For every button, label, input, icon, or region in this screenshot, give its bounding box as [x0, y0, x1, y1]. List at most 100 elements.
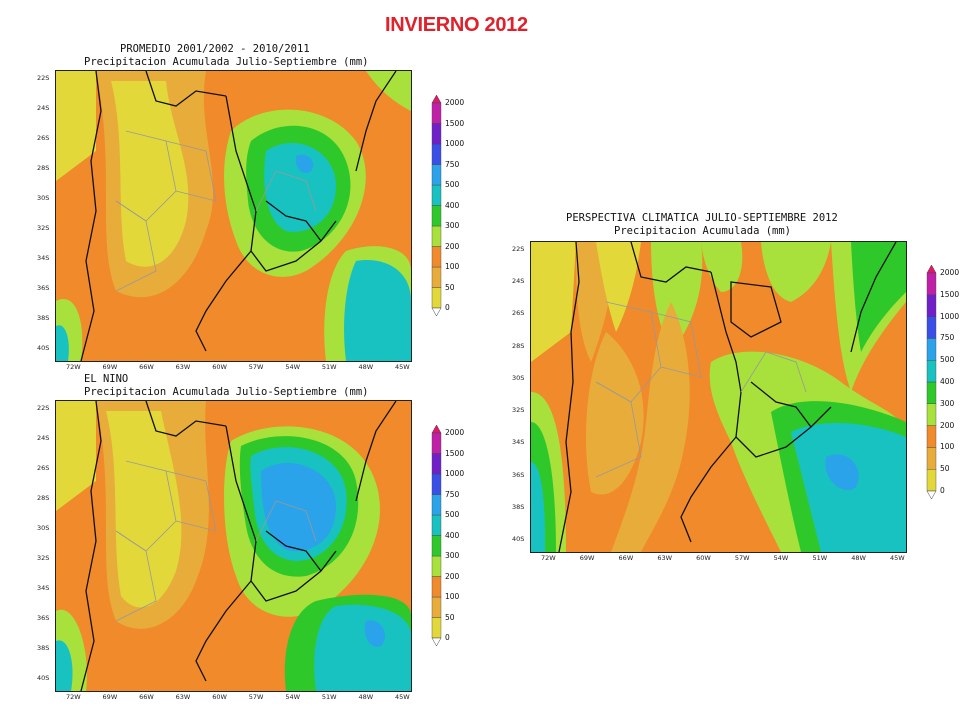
y-tick-perspectiva-28S: 28S: [512, 341, 525, 350]
colorbar-segment: [431, 184, 442, 206]
x-tick-promedio-54W: 54W: [285, 363, 301, 371]
y-tick-promedio-28S: 28S: [37, 164, 50, 172]
y-tick-promedio-40S: 40S: [37, 344, 50, 352]
colorbar-segment: [431, 287, 442, 309]
colorbar-label-200: 200: [445, 241, 460, 251]
x-tick-perspectiva-69W: 69W: [579, 554, 595, 562]
colorbar-label-100: 100: [445, 262, 460, 271]
y-tick-promedio-36S: 36S: [37, 284, 50, 292]
colorbar-arrow-bottom: [926, 490, 937, 500]
y-tick-perspectiva-40S: 40S: [512, 535, 525, 543]
colorbar-arrow-top: [431, 425, 442, 434]
x-tick-perspectiva-72W: 72W: [541, 554, 556, 562]
colorbar-segment: [431, 576, 442, 598]
map-perspectiva-subtitle: Precipitacion Acumulada (mm): [614, 225, 792, 237]
x-tick-el-nino-60W: 60W: [212, 693, 227, 701]
colorbar-label-50: 50: [940, 464, 950, 474]
colorbar-segment: [926, 272, 937, 295]
map-promedio: [55, 70, 412, 362]
x-tick-promedio-69W: 69W: [102, 363, 118, 371]
x-tick-el-nino-48W: 48W: [358, 693, 374, 701]
map-el-nino-subtitle: Precipitacion Acumulada Julio-Septiembre…: [84, 386, 369, 398]
y-tick-perspectiva-34S: 34S: [512, 438, 525, 447]
colorbar-label-1500: 1500: [445, 448, 465, 458]
x-tick-promedio-51W: 51W: [321, 363, 337, 371]
x-tick-perspectiva-45W: 45W: [890, 554, 905, 562]
colorbar-label-500: 500: [445, 180, 460, 189]
colorbar-label-300: 300: [445, 221, 460, 230]
y-tick-promedio-30S: 30S: [37, 194, 50, 202]
colorbar-label-200: 200: [445, 571, 460, 581]
colorbar-label-2000: 2000: [445, 428, 465, 437]
colorbar-segment: [926, 359, 937, 383]
map-el-nino-title: EL NINO: [84, 373, 129, 385]
colorbar-label-200: 200: [940, 420, 955, 430]
colorbar-segment: [431, 266, 442, 288]
x-tick-perspectiva-60W: 60W: [696, 554, 711, 562]
colorbar-segment: [431, 225, 442, 247]
x-tick-promedio-48W: 48W: [358, 363, 374, 371]
colorbar-label-750: 750: [445, 489, 460, 499]
colorbar-segment: [431, 432, 442, 454]
x-tick-promedio-60W: 60W: [212, 363, 227, 371]
x-tick-perspectiva-54W: 54W: [773, 554, 789, 562]
y-tick-perspectiva-26S: 26S: [512, 309, 525, 318]
x-tick-el-nino-66W: 66W: [139, 693, 154, 701]
colorbar-label-400: 400: [445, 200, 460, 210]
colorbar-el-nino: [431, 425, 442, 647]
colorbar-segment: [431, 123, 442, 145]
colorbar-segment: [431, 596, 442, 618]
map-promedio-subtitle: Precipitacion Acumulada Julio-Septiembre…: [84, 56, 369, 68]
colorbar-label-1000: 1000: [445, 139, 465, 148]
colorbar-segment: [431, 514, 442, 536]
x-tick-promedio-57W: 57W: [248, 363, 264, 371]
x-tick-promedio-66W: 66W: [139, 363, 154, 371]
colorbar-segment: [926, 425, 937, 448]
y-tick-el-nino-36S: 36S: [37, 614, 50, 622]
colorbar-segment: [926, 294, 937, 317]
y-tick-promedio-26S: 26S: [37, 134, 50, 142]
x-tick-perspectiva-51W: 51W: [812, 554, 828, 562]
map-perspectiva: [530, 241, 907, 553]
colorbar-arrow-top: [926, 265, 937, 274]
x-tick-el-nino-63W: 63W: [175, 693, 191, 701]
map-perspectiva-title: PERSPECTIVA CLIMATICA JULIO-SEPTIEMBRE 2…: [566, 212, 838, 224]
x-tick-el-nino-69W: 69W: [102, 693, 118, 701]
colorbar-promedio: [431, 95, 442, 317]
x-tick-promedio-63W: 63W: [175, 363, 191, 371]
colorbar-segment: [926, 316, 937, 339]
y-tick-perspectiva-32S: 32S: [512, 406, 525, 415]
y-tick-el-nino-40S: 40S: [37, 674, 50, 682]
colorbar-segment: [431, 617, 442, 639]
colorbar-segment: [431, 143, 442, 165]
x-tick-perspectiva-57W: 57W: [734, 554, 750, 562]
y-tick-el-nino-34S: 34S: [37, 584, 50, 592]
x-tick-perspectiva-66W: 66W: [618, 554, 634, 562]
colorbar-label-300: 300: [940, 398, 955, 408]
x-tick-perspectiva-63W: 63W: [657, 554, 673, 562]
colorbar-segment: [926, 338, 937, 361]
colorbar-segment: [431, 555, 442, 577]
colorbar-label-500: 500: [940, 355, 955, 365]
colorbar-label-0: 0: [445, 633, 450, 642]
colorbar-arrow-bottom: [431, 637, 442, 647]
map-el-nino: [55, 400, 412, 692]
colorbar-segment: [431, 164, 442, 186]
colorbar-arrow-bottom: [431, 307, 442, 317]
colorbar-segment: [926, 447, 937, 470]
y-tick-el-nino-22S: 22S: [37, 404, 50, 412]
colorbar-label-2000: 2000: [940, 268, 960, 277]
colorbar-segment: [431, 102, 442, 124]
x-tick-el-nino-57W: 57W: [248, 693, 264, 701]
x-tick-el-nino-45W: 45W: [395, 693, 410, 701]
y-tick-perspectiva-36S: 36S: [512, 470, 525, 479]
y-tick-promedio-22S: 22S: [37, 74, 50, 82]
colorbar-label-1500: 1500: [940, 289, 960, 299]
colorbar-segment: [431, 205, 442, 227]
x-tick-el-nino-51W: 51W: [321, 693, 337, 701]
colorbar-label-0: 0: [445, 303, 450, 312]
x-tick-el-nino-72W: 72W: [66, 693, 81, 701]
colorbar-segment: [926, 468, 937, 492]
x-tick-promedio-72W: 72W: [66, 363, 81, 371]
map-promedio-title: PROMEDIO 2001/2002 - 2010/2011: [120, 43, 310, 55]
